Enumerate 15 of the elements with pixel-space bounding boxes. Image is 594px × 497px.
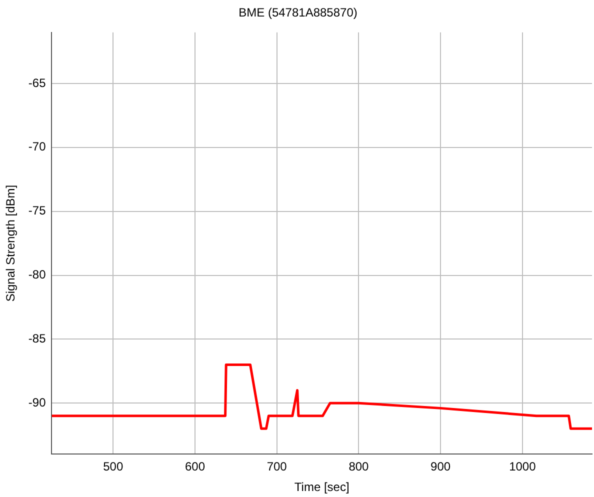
x-tick-label: 700 — [266, 460, 288, 474]
x-tick-label: 900 — [430, 460, 451, 474]
y-tick-label: -85 — [28, 331, 46, 346]
y-tick-label: -70 — [28, 140, 46, 154]
y-tick-label: -65 — [28, 76, 46, 90]
y-tick-label: -75 — [28, 204, 46, 218]
x-tick-label: 500 — [103, 460, 124, 474]
x-tick-label: 600 — [184, 460, 206, 474]
chart-title: BME (54781A885870) — [238, 6, 358, 20]
x-tick-label: 1000 — [509, 460, 536, 474]
x-axis-title: Time [sec] — [294, 480, 350, 494]
y-axis-title: Signal Strength [dBm] — [4, 184, 18, 302]
x-tick-label: 800 — [348, 460, 370, 474]
y-tick-label: -80 — [28, 268, 46, 282]
y-tick-label: -90 — [28, 395, 46, 410]
